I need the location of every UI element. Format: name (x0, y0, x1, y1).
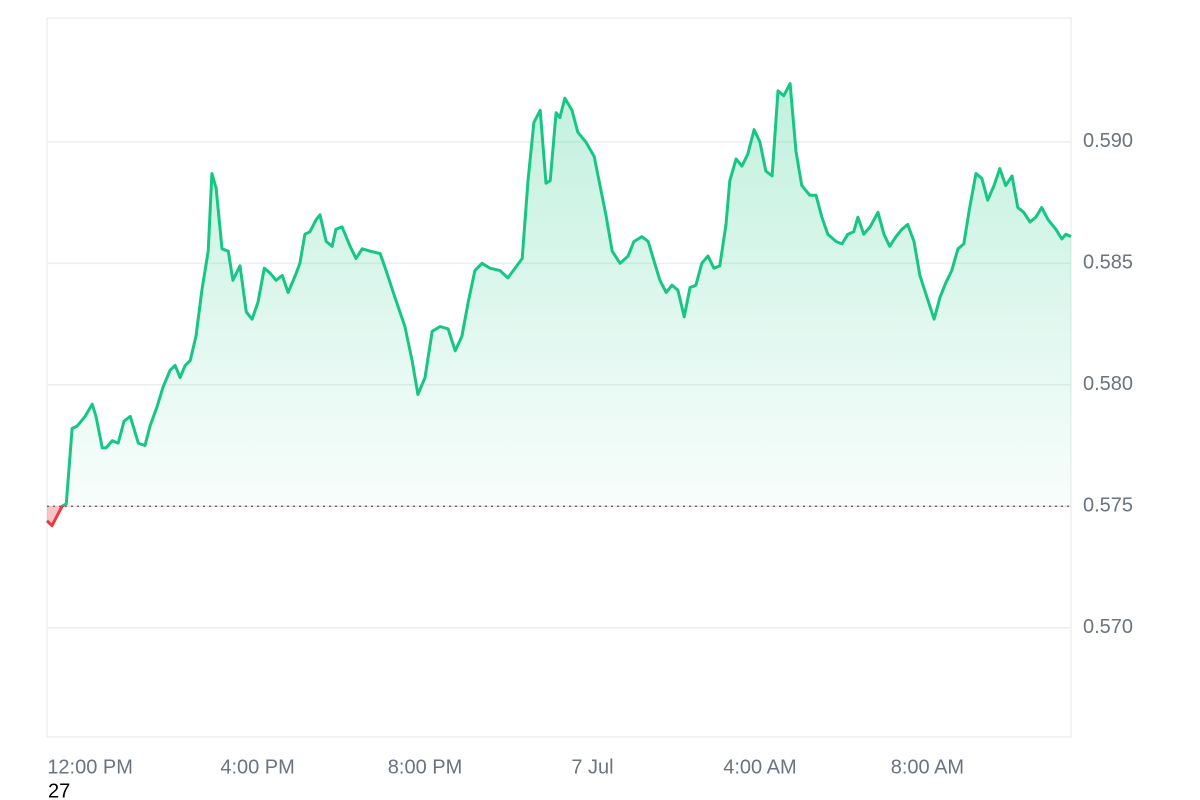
y-tick-label: 0.580 (1083, 373, 1133, 395)
x-tick-label: 12:00 PM (47, 756, 133, 778)
x-tick-label: 8:00 PM (388, 756, 462, 778)
x-tick-label: 4:00 AM (723, 756, 796, 778)
x-tick-label: 4:00 PM (220, 756, 294, 778)
y-tick-label: 0.570 (1083, 616, 1133, 638)
y-tick-label: 0.585 (1083, 252, 1133, 274)
x-tick-label: 7 Jul (571, 756, 613, 778)
price-area (47, 83, 1071, 526)
y-tick-label: 0.590 (1083, 130, 1133, 152)
y-tick-label: 0.575 (1083, 495, 1133, 517)
footnote: 27 (48, 780, 70, 800)
price-line (45, 82, 1072, 528)
x-tick-label: 8:00 AM (891, 756, 964, 778)
